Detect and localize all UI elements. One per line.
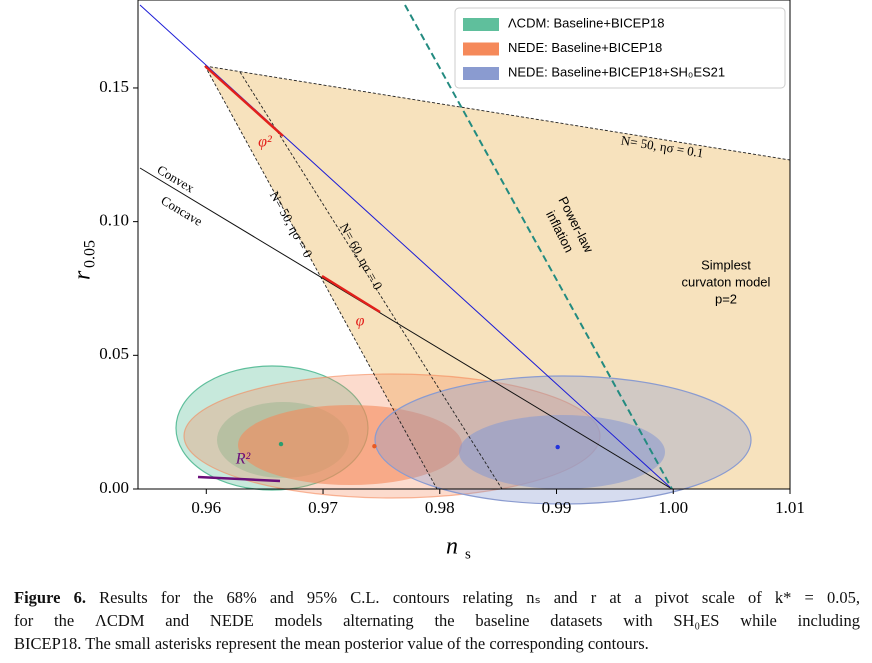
legend-label: NEDE: Baseline+BICEP18+SH₀ES21: [508, 64, 725, 79]
y-axis-label-group: r 0.05: [70, 240, 99, 280]
caption-text: Results for the 68% and 95% C.L. contour…: [99, 588, 860, 607]
plot-frame: [137, 0, 791, 490]
n50-eta01-line: [204, 65, 791, 161]
x-tick-label: 0.96: [191, 498, 221, 517]
caption-line: Figure 6. Results for the 68% and 95% C.…: [14, 586, 860, 609]
legend-box: [454, 7, 786, 89]
mean-point: [278, 441, 284, 447]
phi-label: φ: [356, 313, 365, 330]
convex-concave-line: [139, 167, 673, 490]
model-lines: [139, 4, 791, 490]
legend-swatch: [463, 42, 499, 56]
y-axis-label: r: [70, 270, 96, 280]
n60-line: [239, 71, 503, 490]
legend-swatch: [463, 18, 499, 31]
x-tick-label: 1.01: [775, 498, 805, 517]
legend: ΛCDM: Baseline+BICEP18 NEDE: Baseline+BIC…: [454, 7, 786, 89]
chart: Convex Concave φ² φ R² N= 50, ησ = 0.1 N…: [70, 0, 805, 562]
y-tick-label: 0.15: [99, 77, 129, 96]
caption-text: BICEP18. The small asterisks represent t…: [14, 634, 649, 653]
phi-segment: [321, 274, 381, 314]
caption-text: for the ΛCDM and NEDE models alternating…: [14, 611, 860, 630]
contour-68: [459, 415, 665, 489]
curvaton-label: Simplest: [701, 257, 751, 272]
y-tick-label: 0.05: [99, 344, 129, 363]
legend-label: NEDE: Baseline+BICEP18: [508, 40, 662, 55]
phi2-label: φ²: [258, 134, 273, 151]
phi2-segment: [204, 65, 284, 137]
r2-segment: [197, 475, 281, 483]
x-axis-label: n: [446, 534, 458, 560]
concave-label: Concave: [158, 193, 205, 229]
mean-point: [555, 444, 560, 450]
power-law-line: [404, 4, 673, 490]
legend-swatch: [463, 67, 499, 80]
caption: Figure 6. Results for the 68% and 95% C.…: [14, 586, 860, 655]
convex-label: Convex: [155, 162, 198, 196]
x-tick-label: 0.98: [425, 498, 455, 517]
x-tick-label: 0.99: [542, 498, 572, 517]
x-tick-label: 0.97: [308, 498, 338, 517]
contours: [175, 365, 752, 505]
caption-label: Figure 6.: [14, 588, 86, 607]
r2-label: R²: [235, 451, 252, 468]
legend-label: ΛCDM: Baseline+BICEP18: [508, 15, 664, 30]
curvaton-label: curvaton model: [682, 274, 771, 289]
y-tick-label: 0.00: [99, 478, 129, 497]
mean-point: [372, 444, 377, 449]
x-tick-label: 1.00: [658, 498, 688, 517]
x-axis-label-sub: s: [465, 546, 471, 562]
contour-68: [238, 405, 462, 485]
y-axis-label-sub: 0.05: [82, 240, 99, 268]
curvaton-label: p=2: [715, 291, 737, 306]
curvaton-region: [205, 66, 790, 489]
y-tick-label: 0.10: [99, 211, 129, 230]
